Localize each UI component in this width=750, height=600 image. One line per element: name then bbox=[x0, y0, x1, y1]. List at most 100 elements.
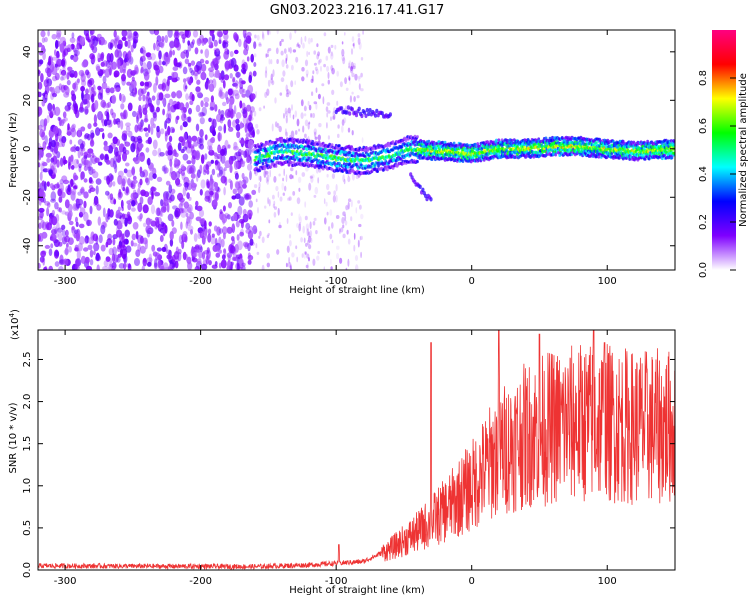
heatmap-cell bbox=[247, 259, 252, 265]
heatmap-cell bbox=[66, 102, 72, 107]
heatmap-cell bbox=[266, 262, 270, 268]
heatmap-cell bbox=[601, 148, 605, 152]
heatmap-cell bbox=[73, 70, 78, 78]
heatmap-cell bbox=[74, 47, 78, 57]
heatmap-cell bbox=[136, 146, 140, 156]
heatmap-cell bbox=[58, 266, 64, 270]
heatmap-cell bbox=[65, 229, 69, 237]
heatmap-cell bbox=[181, 240, 185, 250]
heatmap-cell bbox=[351, 72, 355, 78]
heatmap-cell bbox=[217, 125, 223, 132]
heatmap-cell bbox=[238, 196, 245, 206]
heatmap-cell bbox=[341, 41, 344, 45]
heatmap-cell bbox=[266, 234, 270, 239]
heatmap-cell bbox=[117, 59, 121, 70]
heatmap-cell bbox=[183, 207, 189, 213]
heatmap-cell bbox=[111, 261, 117, 270]
heatmap-cell bbox=[75, 232, 80, 242]
heatmap-cell bbox=[322, 96, 325, 105]
heatmap-cell bbox=[121, 30, 128, 38]
heatmap-cell bbox=[51, 92, 57, 98]
heatmap-cell bbox=[285, 262, 288, 268]
heatmap-cell bbox=[298, 128, 301, 132]
heatmap-cell bbox=[131, 207, 136, 212]
heatmap-cell bbox=[235, 262, 241, 270]
heatmap-cell bbox=[291, 104, 293, 111]
heatmap-cell bbox=[44, 244, 51, 249]
heatmap-cell bbox=[72, 100, 77, 109]
heatmap-cell bbox=[185, 212, 189, 218]
heatmap-cell bbox=[354, 112, 359, 118]
heatmap-cell bbox=[76, 78, 80, 83]
heatmap-cell bbox=[49, 110, 53, 117]
heatmap-cell bbox=[207, 228, 212, 235]
heatmap-cell bbox=[92, 84, 96, 93]
heatmap-cell bbox=[139, 56, 144, 67]
heatmap-cell bbox=[223, 186, 226, 196]
heatmap-cell bbox=[234, 243, 239, 253]
heatmap-cell bbox=[323, 63, 326, 68]
heatmap-cell bbox=[264, 70, 268, 79]
heatmap-cell bbox=[349, 78, 351, 86]
heatmap-cell bbox=[220, 76, 225, 83]
heatmap-cell bbox=[146, 229, 151, 238]
heatmap-cell bbox=[85, 88, 89, 95]
heatmap-cell bbox=[287, 197, 291, 201]
heatmap-cell bbox=[168, 197, 172, 203]
heatmap-cell bbox=[96, 65, 101, 72]
heatmap-cell bbox=[316, 53, 320, 60]
heatmap-cell bbox=[54, 250, 60, 257]
heatmap-cell bbox=[360, 163, 363, 167]
heatmap-cell bbox=[290, 137, 294, 141]
heatmap-cell bbox=[147, 196, 153, 205]
heatmap-cell bbox=[268, 154, 271, 158]
heatmap-cell bbox=[189, 100, 194, 106]
heatmap-cell bbox=[302, 125, 305, 133]
heatmap-cell bbox=[176, 90, 183, 99]
heatmap-cell bbox=[169, 41, 175, 49]
heatmap-cell bbox=[39, 188, 44, 198]
heatmap-cell bbox=[94, 157, 100, 163]
heatmap-cell bbox=[330, 258, 332, 265]
heatmap-cell bbox=[101, 82, 108, 90]
spectrogram-frame bbox=[37, 29, 676, 271]
heatmap-cell bbox=[117, 175, 123, 185]
heatmap-cells bbox=[38, 30, 675, 270]
heatmap-cell bbox=[249, 106, 255, 113]
heatmap-cell bbox=[83, 191, 89, 199]
heatmap-cell bbox=[58, 207, 62, 213]
heatmap-cell bbox=[68, 220, 74, 226]
heatmap-cell bbox=[102, 266, 109, 270]
heatmap-cell bbox=[245, 35, 252, 44]
heatmap-cell bbox=[241, 63, 246, 70]
heatmap-cell bbox=[187, 40, 191, 46]
snr-x-tick-label: -100 bbox=[325, 576, 348, 587]
colorbar: 0.00.20.40.60.8 Normalized spectral ampl… bbox=[698, 30, 749, 278]
heatmap-cell bbox=[214, 245, 220, 253]
heatmap-cell bbox=[211, 264, 218, 269]
heatmap-cell bbox=[326, 183, 330, 191]
heatmap-cell bbox=[182, 37, 186, 44]
heatmap-cell bbox=[597, 155, 601, 159]
heatmap-cell bbox=[38, 222, 42, 230]
heatmap-cell bbox=[305, 166, 309, 172]
heatmap-cell bbox=[231, 195, 237, 200]
heatmap-cell bbox=[208, 83, 215, 92]
heatmap-cell bbox=[339, 257, 343, 264]
heatmap-cell bbox=[39, 171, 43, 181]
heatmap-cell bbox=[103, 140, 108, 147]
heatmap-cell bbox=[172, 66, 179, 71]
heatmap-cell bbox=[341, 48, 345, 57]
heatmap-cell bbox=[274, 140, 278, 144]
heatmap-cell bbox=[344, 214, 347, 222]
heatmap-cell bbox=[275, 185, 279, 192]
heatmap-cell bbox=[286, 245, 290, 253]
heatmap-cell bbox=[287, 107, 291, 114]
heatmap-cell bbox=[120, 181, 126, 191]
heatmap-cell bbox=[333, 113, 336, 120]
heatmap-cell bbox=[266, 30, 270, 36]
heatmap-cell bbox=[81, 61, 88, 68]
heatmap-cell bbox=[96, 204, 102, 211]
heatmap-cell bbox=[191, 94, 195, 102]
heatmap-cell bbox=[272, 69, 275, 77]
